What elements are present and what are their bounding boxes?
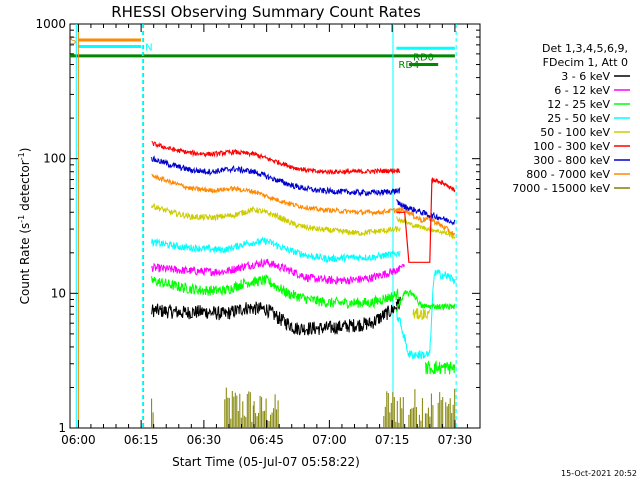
x-tick-label-06-30: 06:30: [187, 433, 222, 447]
y-axis-label: Count Rate (s-1 detector-1): [17, 148, 32, 305]
x-tick-label-07-00: 07:00: [312, 433, 347, 447]
series-segment-2: [396, 199, 456, 226]
legend-label-7000-15000-kev: 7000 - 15000 keV: [512, 182, 610, 195]
flag-label-s: S: [70, 36, 76, 47]
flag-label-rd4: RD4: [398, 60, 419, 71]
legend-label-800-7000-kev: 800 - 7000 keV: [526, 168, 610, 181]
chart-title: RHESSI Observing Summary Count Rates: [111, 3, 421, 21]
series-100-300-kev: [151, 140, 401, 176]
legend-label-100-300-kev: 100 - 300 keV: [533, 140, 610, 153]
x-tick-label-06-00: 06:00: [61, 433, 96, 447]
x-axis-label: Start Time (05-Jul-07 05:58:22): [172, 455, 360, 469]
series-6-12-kev: [151, 258, 401, 286]
legend-label-12-25-kev: 12 - 25 keV: [547, 98, 610, 111]
flag-label-n: N: [145, 43, 152, 54]
legend-label-300-800-kev: 300 - 800 keV: [533, 154, 610, 167]
y-axis: 1 10 100 1000: [35, 17, 480, 435]
y-tick-label-1000: 1000: [35, 17, 66, 31]
x-tick-label-07-30: 07:30: [438, 433, 473, 447]
legend-header-2: FDecim 1, Att 0: [543, 56, 628, 69]
x-tick-label-06-15: 06:15: [124, 433, 159, 447]
series-segment-7: [412, 308, 431, 321]
series-50-100-kev: [151, 203, 401, 237]
series-7000-15000kev-bursts: [151, 387, 456, 428]
legend-label-25-50-kev: 25 - 50 keV: [547, 112, 610, 125]
vertical-markers: [75, 24, 457, 428]
flag-label-rd0: RD0: [413, 53, 434, 64]
series-group: [151, 140, 456, 375]
y-tick-label-100: 100: [43, 152, 66, 166]
series-300-800-kev: [151, 155, 401, 197]
series-25-50-kev: [151, 236, 401, 264]
legend-header-1: Det 1,3,4,5,6,9,: [542, 42, 628, 55]
x-axis: 06:00 06:15 06:30 06:45 07:00 07:15 07:30: [61, 24, 472, 447]
series-segment-6: [425, 359, 456, 375]
series-3-6-kev: [151, 298, 401, 336]
legend-label-50-100-kev: 50 - 100 keV: [540, 126, 610, 139]
series-segment-1: [395, 207, 456, 237]
series-segment-8: [395, 263, 405, 273]
series-12-25-kev: [151, 274, 401, 310]
legend-label-3-6-kev: 3 - 6 keV: [561, 70, 610, 83]
series-segment-4: [395, 269, 456, 360]
legend: Det 1,3,4,5,6,9, FDecim 1, Att 0 3 - 6 k…: [512, 42, 630, 195]
y-tick-label-1: 1: [58, 421, 66, 435]
legend-label-6-12-kev: 6 - 12 keV: [554, 84, 610, 97]
series-100-300kev-tail: [431, 177, 456, 193]
y-tick-label-10: 10: [51, 286, 66, 300]
x-tick-label-06-45: 06:45: [249, 433, 284, 447]
series-800-7000-kev: [151, 173, 401, 217]
timestamp: 15-Oct-2021 20:52: [561, 469, 637, 478]
series-segment-5: [395, 289, 456, 313]
x-tick-label-07-15: 07:15: [375, 433, 410, 447]
